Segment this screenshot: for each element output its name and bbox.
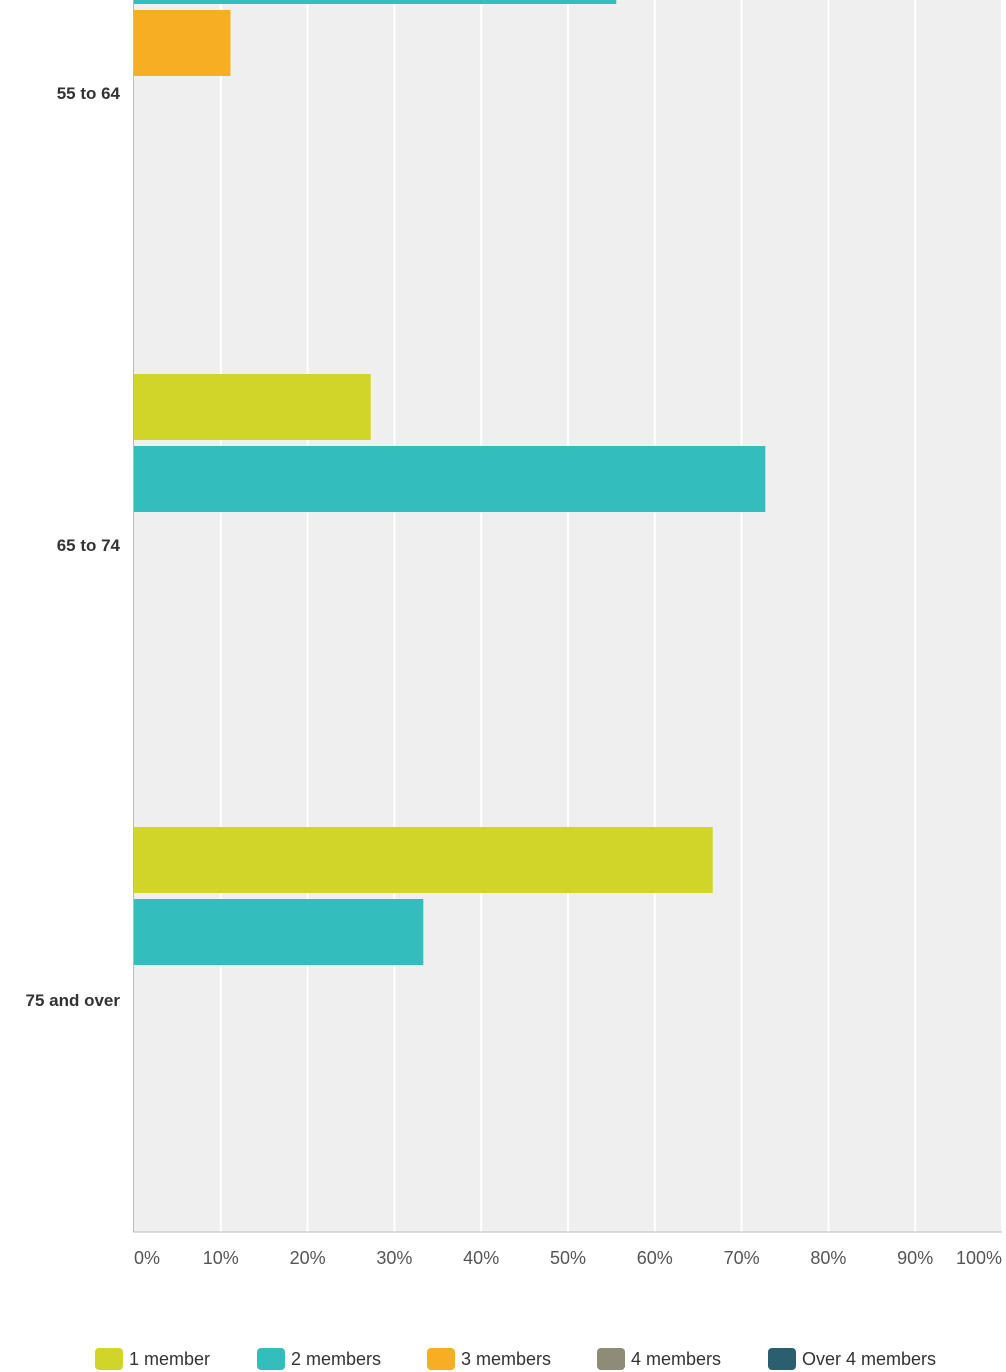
legend-label: 4 members <box>631 1348 722 1369</box>
legend-item[interactable]: 1 member <box>95 1348 210 1370</box>
legend-label: 3 members <box>461 1348 552 1369</box>
x-tick-label: 10% <box>203 1248 239 1268</box>
x-tick-label: 70% <box>724 1248 760 1268</box>
x-tick-label: 100% <box>956 1248 1002 1268</box>
legend-swatch <box>427 1348 455 1370</box>
bar-2-members[interactable] <box>134 446 766 512</box>
category-label: 75 and over <box>26 991 121 1010</box>
legend-swatch <box>768 1348 796 1370</box>
bar-1-member[interactable] <box>134 374 371 440</box>
category-labels: 55 to 64 65 to 74 75 and over <box>26 84 121 1010</box>
legend-swatch <box>257 1348 285 1370</box>
legend-item[interactable]: Over 4 members <box>768 1348 936 1370</box>
x-tick-label: 30% <box>376 1248 412 1268</box>
bar-2-members[interactable] <box>134 0 617 4</box>
legend-swatch <box>95 1348 123 1370</box>
x-tick-label: 40% <box>463 1248 499 1268</box>
gridlines <box>219 0 1003 1232</box>
legend: 1 member 2 members 3 members 4 members Over … <box>0 1344 1006 1372</box>
legend-label: Over 4 members <box>802 1348 937 1369</box>
bar-1-member[interactable] <box>134 827 713 893</box>
legend-item[interactable]: 3 members <box>427 1348 551 1370</box>
bar-chart: 55 to 64 65 to 74 75 and over 0% 10% 20% 30% 4… <box>26 0 1003 1268</box>
category-label: 65 to 74 <box>57 536 121 555</box>
legend-label: 1 member <box>129 1348 211 1369</box>
x-tick-label: 60% <box>637 1248 673 1268</box>
x-tick-labels: 0% 10% 20% 30% 40% 50% 60% 70% 80% 90% 100% <box>134 1248 1002 1268</box>
x-tick-label: 0% <box>134 1248 160 1268</box>
x-tick-label: 90% <box>897 1248 933 1268</box>
legend-label: 2 members <box>291 1348 382 1369</box>
bars <box>134 0 766 965</box>
category-label: 55 to 64 <box>57 84 121 103</box>
x-tick-label: 50% <box>550 1248 586 1268</box>
legend-swatch <box>597 1348 625 1370</box>
x-tick-label: 20% <box>290 1248 326 1268</box>
bar-3-members[interactable] <box>134 10 231 76</box>
legend-item[interactable]: 4 members <box>597 1348 721 1370</box>
legend-item[interactable]: 2 members <box>257 1348 381 1370</box>
x-tick-label: 80% <box>810 1248 846 1268</box>
bar-2-members[interactable] <box>134 899 424 965</box>
